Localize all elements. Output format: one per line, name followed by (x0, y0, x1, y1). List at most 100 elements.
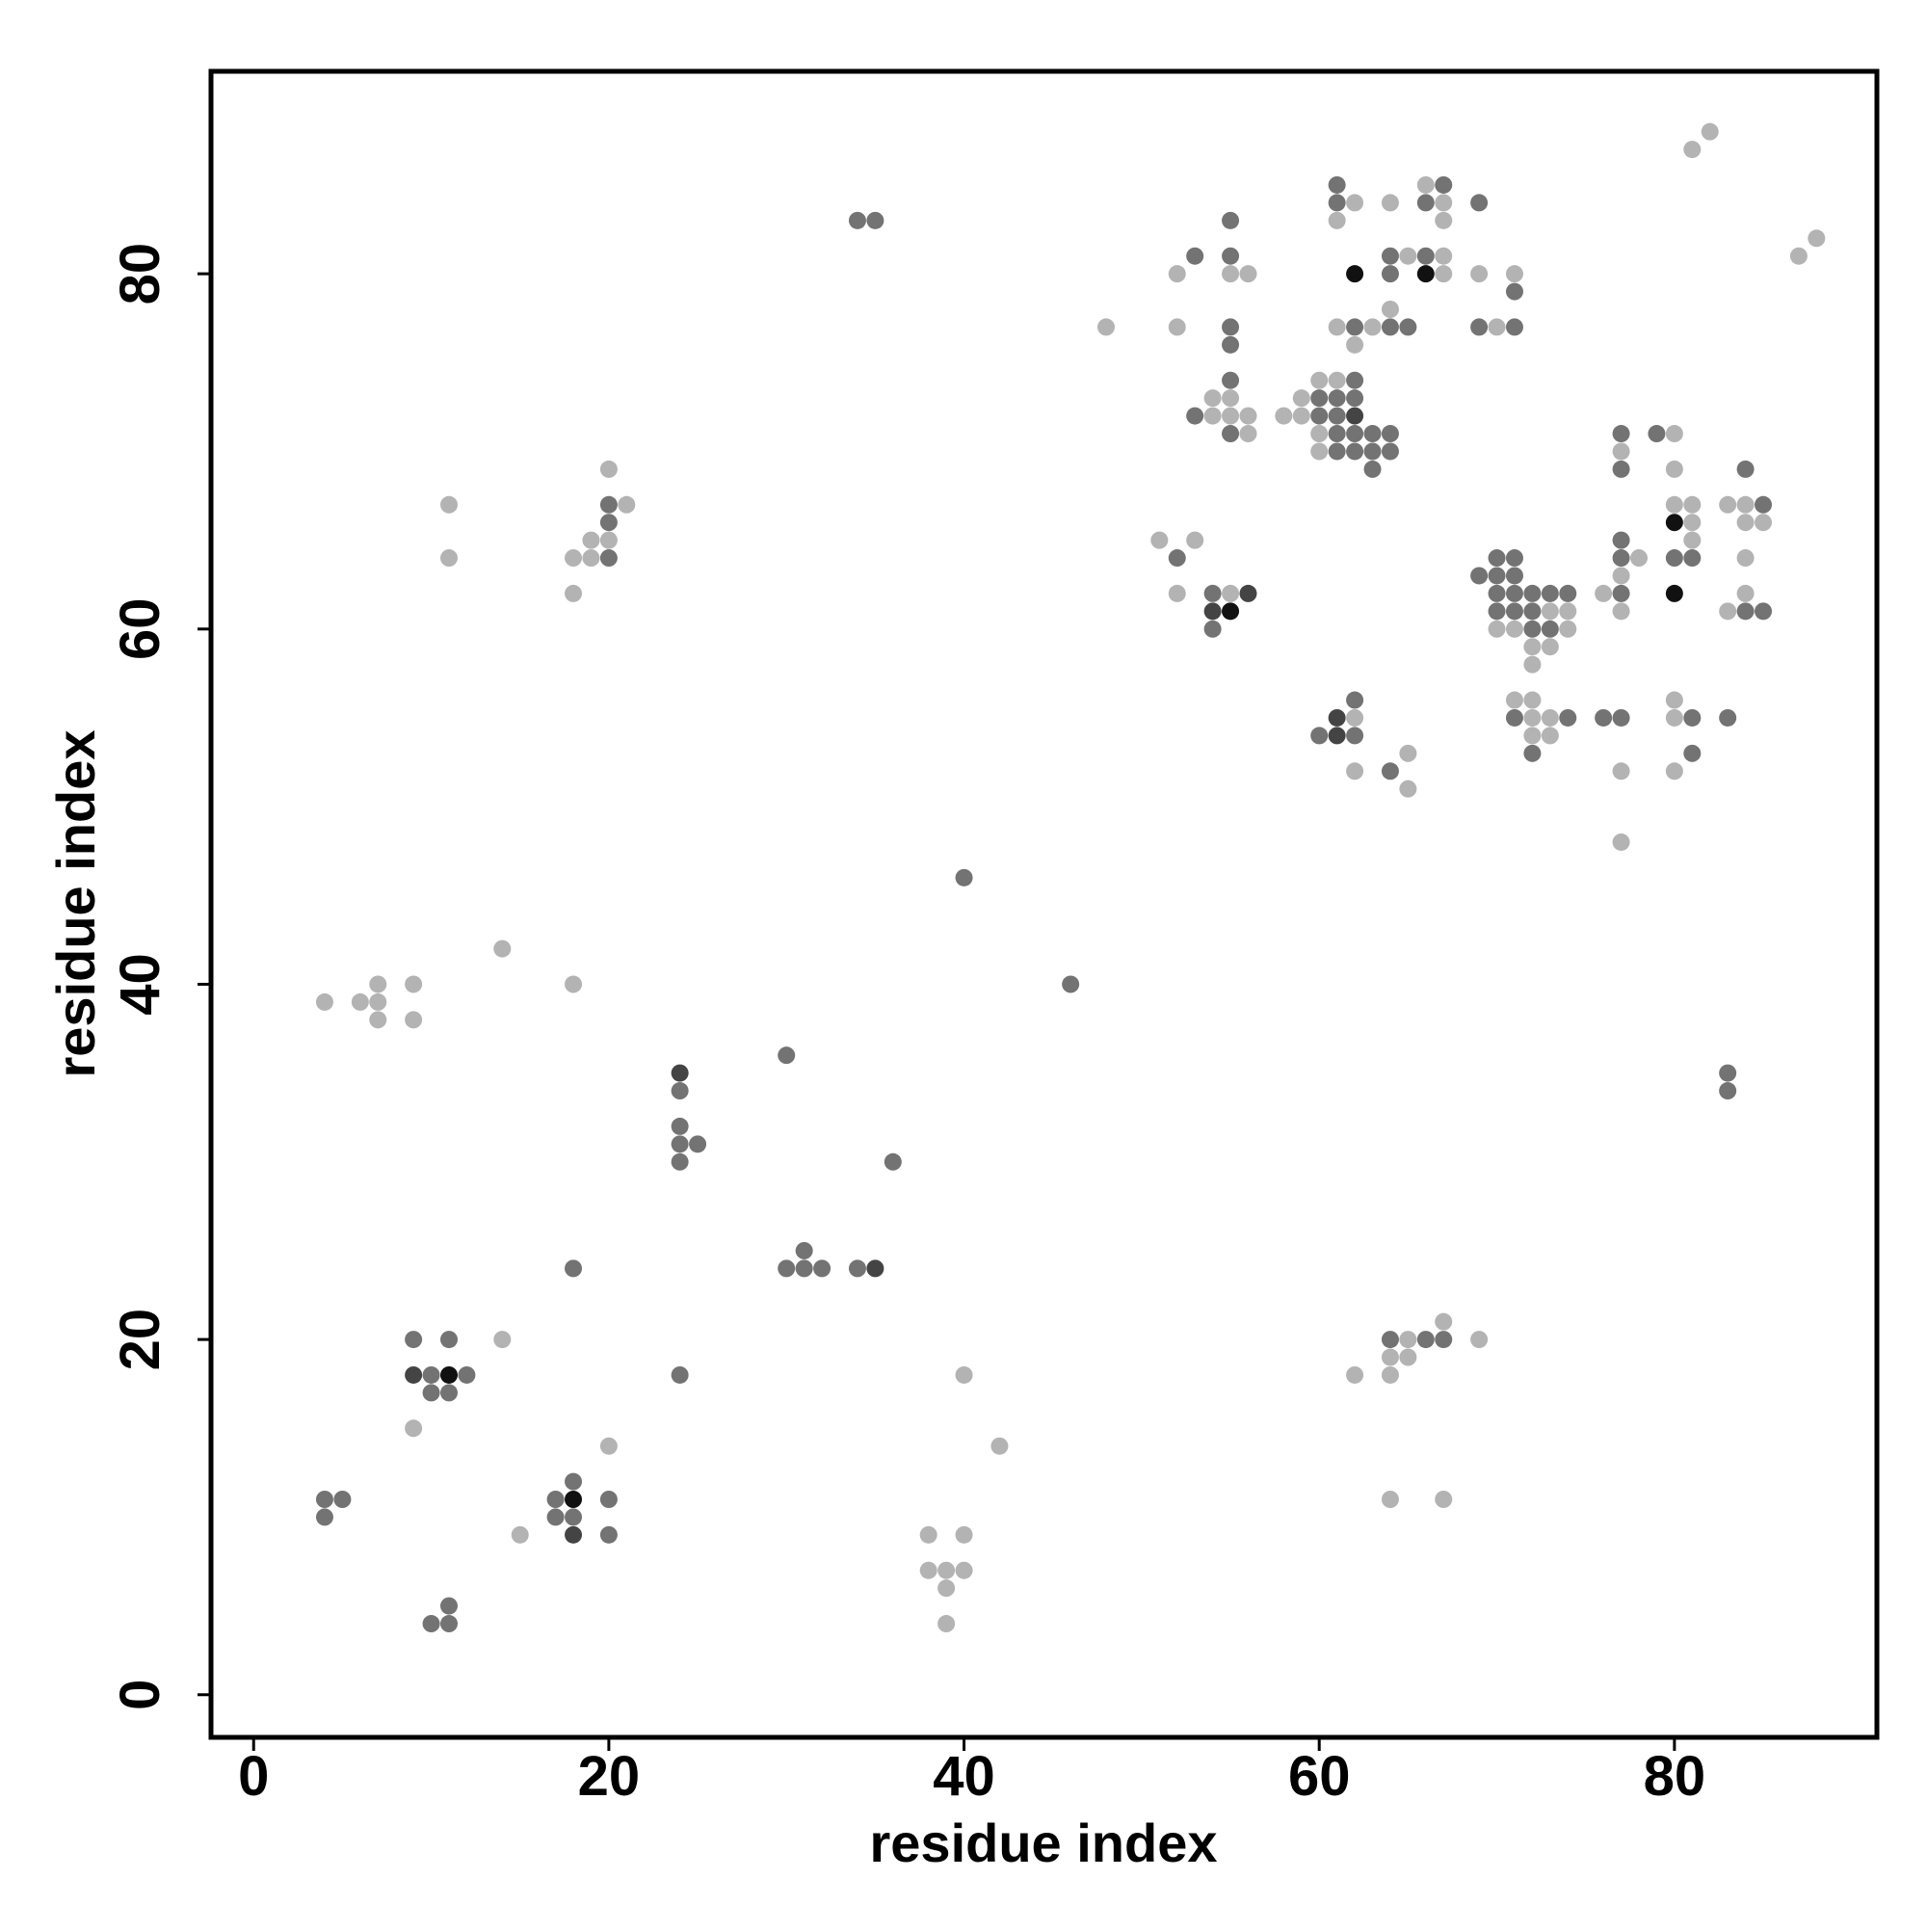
point (1346, 371, 1364, 389)
point (1612, 708, 1630, 727)
point (1541, 708, 1559, 727)
point (795, 1259, 813, 1278)
point (1736, 602, 1755, 621)
point (1222, 247, 1240, 265)
point (440, 1597, 458, 1615)
point (1523, 620, 1542, 638)
point (1416, 175, 1435, 194)
point (405, 1331, 423, 1349)
point (1168, 584, 1186, 602)
point (1505, 691, 1523, 709)
point (1736, 514, 1755, 532)
point (1346, 425, 1364, 443)
point (405, 1365, 423, 1384)
point (1381, 442, 1399, 461)
point (1505, 318, 1523, 336)
point (1222, 371, 1240, 389)
point (546, 1508, 565, 1526)
point (1612, 584, 1630, 602)
point (1239, 407, 1257, 425)
point (1541, 584, 1559, 602)
point (565, 1508, 583, 1526)
point (1168, 549, 1186, 568)
point (1435, 175, 1453, 194)
point (866, 1259, 884, 1278)
point (955, 1561, 973, 1579)
point (565, 549, 583, 568)
point (1381, 301, 1399, 318)
point (1683, 531, 1702, 549)
point (1719, 602, 1737, 621)
point (1488, 584, 1506, 602)
point (1222, 211, 1240, 229)
point (1683, 744, 1702, 762)
point (1470, 567, 1489, 585)
point (1381, 425, 1399, 443)
point (1399, 1331, 1417, 1349)
point (671, 1117, 689, 1135)
point (1612, 531, 1630, 549)
point (1541, 602, 1559, 621)
point (1186, 407, 1204, 425)
point (440, 1365, 458, 1384)
point (493, 1331, 512, 1349)
point (1363, 318, 1382, 336)
point (1719, 1064, 1737, 1082)
point (599, 531, 618, 549)
point (599, 1437, 618, 1455)
point (1648, 425, 1666, 443)
point (1470, 194, 1489, 212)
point (1381, 1331, 1399, 1349)
point (1328, 194, 1346, 212)
point (1523, 727, 1542, 745)
point (1222, 425, 1240, 443)
point (422, 1365, 440, 1384)
point (1328, 407, 1346, 425)
point (795, 1241, 813, 1259)
point (778, 1259, 796, 1278)
point (1222, 602, 1240, 621)
y-tick-label: 0 (109, 1680, 172, 1710)
point (1736, 460, 1755, 478)
point (1062, 975, 1080, 993)
point (1292, 389, 1310, 408)
point (1559, 602, 1577, 621)
point (1346, 389, 1364, 408)
point (565, 1472, 583, 1491)
point (1381, 194, 1399, 212)
point (1541, 620, 1559, 638)
x-tick-label: 60 (1288, 1745, 1351, 1808)
point (599, 1491, 618, 1508)
point (1203, 584, 1222, 602)
point (599, 514, 618, 532)
y-tick-label: 20 (109, 1309, 172, 1371)
point (671, 1152, 689, 1171)
point (1203, 620, 1222, 638)
point (1239, 584, 1257, 602)
point (848, 211, 866, 229)
point (565, 1525, 583, 1544)
point (1222, 407, 1240, 425)
point (1097, 318, 1116, 336)
point (1665, 514, 1683, 532)
point (1505, 602, 1523, 621)
point (1683, 141, 1702, 159)
point (1222, 265, 1240, 283)
point (1755, 495, 1773, 514)
point (1719, 708, 1737, 727)
point (1239, 425, 1257, 443)
point (1755, 514, 1773, 532)
point (1416, 194, 1435, 212)
point (919, 1525, 937, 1544)
point (599, 549, 618, 568)
point (565, 584, 583, 602)
point (1665, 460, 1683, 478)
point (848, 1259, 866, 1278)
point (440, 495, 458, 514)
point (1310, 371, 1329, 389)
point (1435, 265, 1453, 283)
point (1523, 708, 1542, 727)
point (1363, 425, 1382, 443)
point (405, 1419, 423, 1438)
point (1736, 584, 1755, 602)
